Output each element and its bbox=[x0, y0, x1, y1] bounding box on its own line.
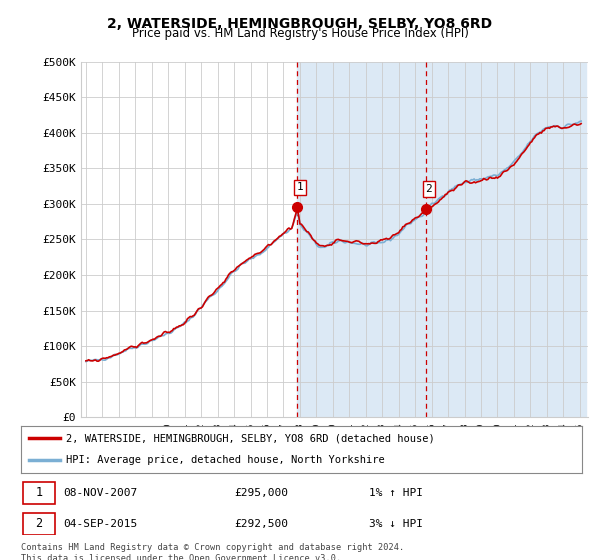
Text: Contains HM Land Registry data © Crown copyright and database right 2024.
This d: Contains HM Land Registry data © Crown c… bbox=[21, 543, 404, 560]
Text: £292,500: £292,500 bbox=[234, 519, 288, 529]
Bar bbox=[426, 62, 586, 417]
Text: Price paid vs. HM Land Registry's House Price Index (HPI): Price paid vs. HM Land Registry's House … bbox=[131, 27, 469, 40]
Text: £295,000: £295,000 bbox=[234, 488, 288, 498]
Text: 2, WATERSIDE, HEMINGBROUGH, SELBY, YO8 6RD (detached house): 2, WATERSIDE, HEMINGBROUGH, SELBY, YO8 6… bbox=[66, 433, 434, 444]
Text: 1: 1 bbox=[296, 183, 304, 193]
FancyBboxPatch shape bbox=[23, 513, 55, 534]
Text: 1% ↑ HPI: 1% ↑ HPI bbox=[369, 488, 423, 498]
Text: 3% ↓ HPI: 3% ↓ HPI bbox=[369, 519, 423, 529]
Text: 1: 1 bbox=[35, 486, 43, 500]
Text: HPI: Average price, detached house, North Yorkshire: HPI: Average price, detached house, Nort… bbox=[66, 455, 385, 465]
FancyBboxPatch shape bbox=[23, 482, 55, 504]
Text: 04-SEP-2015: 04-SEP-2015 bbox=[63, 519, 137, 529]
Text: 2: 2 bbox=[35, 517, 43, 530]
Bar bbox=[298, 62, 426, 417]
Text: 08-NOV-2007: 08-NOV-2007 bbox=[63, 488, 137, 498]
Text: 2: 2 bbox=[425, 184, 432, 194]
Text: 2, WATERSIDE, HEMINGBROUGH, SELBY, YO8 6RD: 2, WATERSIDE, HEMINGBROUGH, SELBY, YO8 6… bbox=[107, 17, 493, 31]
